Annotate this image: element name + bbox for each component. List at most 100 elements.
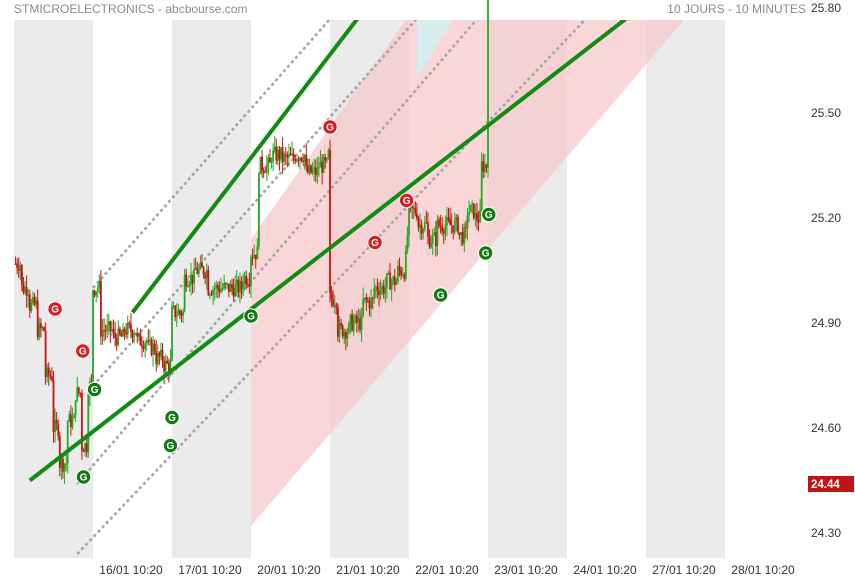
candle-body bbox=[341, 325, 344, 337]
session-shade bbox=[646, 20, 725, 558]
channel-bands bbox=[251, 20, 685, 526]
candle-body bbox=[449, 219, 451, 225]
x-tick-label: 24/01 10:20 bbox=[573, 563, 637, 577]
candle-body bbox=[406, 235, 409, 251]
candle-body bbox=[145, 340, 148, 344]
candle-body bbox=[262, 170, 265, 173]
x-tick-label: 20/01 10:20 bbox=[257, 563, 321, 577]
candle-body bbox=[258, 173, 260, 247]
candle-body bbox=[305, 154, 308, 167]
candle-body bbox=[379, 289, 382, 296]
candle-body bbox=[158, 352, 161, 357]
candle-body bbox=[243, 275, 246, 284]
candle-body bbox=[152, 343, 154, 355]
candle-body bbox=[472, 203, 475, 218]
candle-body bbox=[117, 328, 120, 345]
candle-body bbox=[284, 153, 287, 155]
candle-body bbox=[273, 146, 276, 151]
candle-body bbox=[349, 314, 352, 324]
candle-body bbox=[384, 288, 387, 294]
candle-body bbox=[66, 421, 69, 464]
signal-letter: G bbox=[247, 312, 255, 323]
candle-body bbox=[354, 315, 357, 322]
candle-body bbox=[371, 298, 374, 300]
signal-letter: G bbox=[437, 291, 445, 302]
candle-body bbox=[348, 323, 350, 333]
candle-body bbox=[416, 213, 418, 218]
candle-body bbox=[412, 207, 415, 209]
candle-body bbox=[125, 331, 128, 335]
buy-signal-marker: G bbox=[243, 308, 259, 324]
candle-body bbox=[423, 222, 426, 230]
candle-body bbox=[420, 224, 423, 234]
candle-body bbox=[118, 328, 121, 334]
candle-body bbox=[382, 285, 385, 294]
signal-letter: G bbox=[91, 385, 99, 396]
candle-body bbox=[457, 216, 459, 233]
band-cyan bbox=[416, 20, 453, 78]
signal-dot bbox=[75, 343, 91, 359]
candle-body bbox=[194, 268, 197, 270]
buy-signal-marker: G bbox=[477, 245, 494, 261]
candle-body bbox=[363, 297, 366, 299]
candle-body bbox=[87, 394, 90, 453]
candle-body bbox=[289, 154, 292, 156]
signal-letter: G bbox=[80, 473, 88, 484]
signal-letter: G bbox=[51, 305, 59, 316]
candle-body bbox=[482, 161, 485, 172]
dotted-channel-lines bbox=[76, 20, 587, 555]
candle-body bbox=[213, 288, 216, 290]
candle-body bbox=[148, 339, 151, 341]
candle-body bbox=[434, 232, 437, 246]
candle-body bbox=[212, 289, 214, 295]
candle-body bbox=[60, 458, 63, 468]
candle-body bbox=[430, 243, 433, 248]
candle-body bbox=[346, 332, 349, 339]
x-tick-label: 21/01 10:20 bbox=[336, 563, 400, 577]
candle-body bbox=[96, 289, 99, 292]
candle-body bbox=[38, 323, 41, 338]
candle-body bbox=[276, 149, 279, 161]
buy-signal-marker: G bbox=[164, 409, 180, 426]
signal-dot bbox=[398, 192, 415, 209]
candle-body bbox=[355, 315, 358, 323]
x-tick-label: 23/01 10:20 bbox=[494, 563, 558, 577]
candle-body bbox=[92, 290, 94, 383]
candle-body bbox=[329, 149, 331, 293]
candle-body bbox=[275, 146, 278, 161]
candle-body bbox=[197, 268, 200, 274]
candle-body bbox=[43, 327, 45, 331]
signal-letter: G bbox=[79, 347, 87, 358]
candle-body bbox=[51, 376, 53, 381]
candle-body bbox=[439, 225, 442, 227]
candle-body bbox=[150, 339, 153, 355]
buy-signal-marker: G bbox=[432, 287, 449, 303]
candle-body bbox=[469, 204, 472, 213]
low-price-label: 24.44 bbox=[808, 476, 854, 492]
candle-body bbox=[136, 332, 139, 337]
candle-body bbox=[471, 203, 474, 205]
candle-body bbox=[295, 159, 298, 162]
candle-body bbox=[90, 381, 93, 383]
candle-body bbox=[196, 269, 199, 274]
candle-body bbox=[333, 304, 336, 306]
candle-body bbox=[128, 322, 131, 325]
candle-body bbox=[63, 464, 66, 472]
candle-body bbox=[227, 283, 230, 292]
candle-body bbox=[142, 347, 145, 349]
candle-body bbox=[306, 166, 309, 173]
candle-body bbox=[73, 415, 75, 419]
candle-body bbox=[234, 284, 237, 297]
x-tick-label: 22/01 10:20 bbox=[415, 563, 479, 577]
candle-body bbox=[76, 387, 79, 401]
candle-body bbox=[85, 443, 88, 453]
candle-body bbox=[115, 337, 118, 345]
candle-body bbox=[166, 360, 169, 364]
candle-body bbox=[112, 329, 115, 333]
buy-signal-marker: G bbox=[86, 381, 103, 398]
candle-body bbox=[22, 285, 25, 293]
y-tick-label: 24.60 bbox=[811, 421, 841, 435]
candle-body bbox=[183, 274, 186, 312]
candle-body bbox=[261, 156, 263, 171]
candle-body bbox=[74, 400, 77, 416]
